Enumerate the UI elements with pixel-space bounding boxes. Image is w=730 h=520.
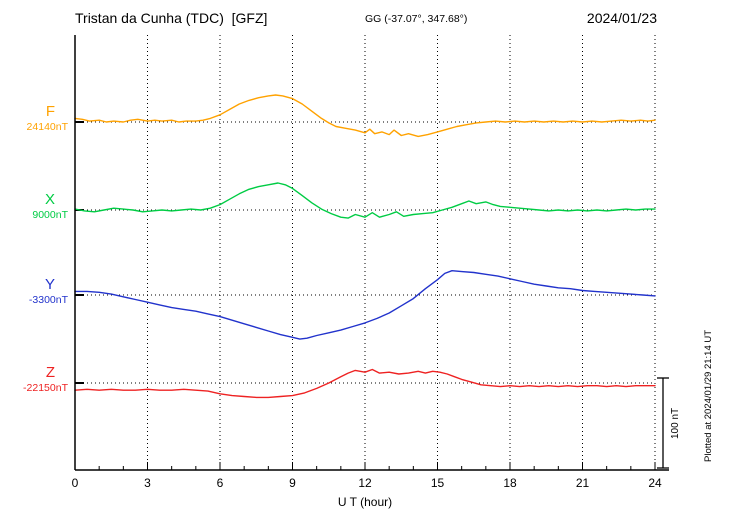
x-tick-label: 3 [144, 476, 151, 490]
series-label-f: F 24140nT [0, 102, 70, 134]
series-label-x: X 9000nT [0, 190, 70, 222]
x-tick-label: 21 [575, 476, 590, 490]
x-tick-label: 24 [648, 476, 662, 490]
observation-date: 2024/01/23 [586, 10, 657, 26]
x-axis-title: U T (hour) [337, 495, 393, 509]
plotted-at-timestamp: Plotted at 2024/01/29 21:14 UT [703, 329, 714, 462]
geographic-coordinates: GG (-37.07°, 347.68°) [365, 13, 468, 25]
x-tick-label: 12 [358, 476, 372, 490]
x-tick-label: 6 [216, 476, 224, 490]
series-label-z: Z -22150nT [0, 363, 70, 395]
baseline-value-z: -22150nT [23, 382, 68, 394]
x-tick-label: 15 [430, 476, 445, 490]
baseline-value-f: 24140nT [26, 121, 68, 133]
baseline-value-y: -3300nT [28, 294, 68, 306]
baseline-value-x: 9000nT [32, 209, 68, 221]
scale-bar-label: 100 nT [670, 407, 681, 439]
component-letter-y: Y [44, 276, 55, 293]
x-tick-label: 0 [71, 476, 79, 490]
station-title: Tristan da Cunha (TDC) [GFZ] [75, 10, 268, 26]
component-letter-x: X [44, 191, 55, 208]
component-letter-z: Z [45, 364, 55, 381]
x-tick-label: 18 [503, 476, 517, 490]
x-tick-label: 9 [289, 476, 296, 490]
component-letter-f: F [45, 103, 55, 120]
series-label-y: Y -3300nT [0, 275, 70, 307]
